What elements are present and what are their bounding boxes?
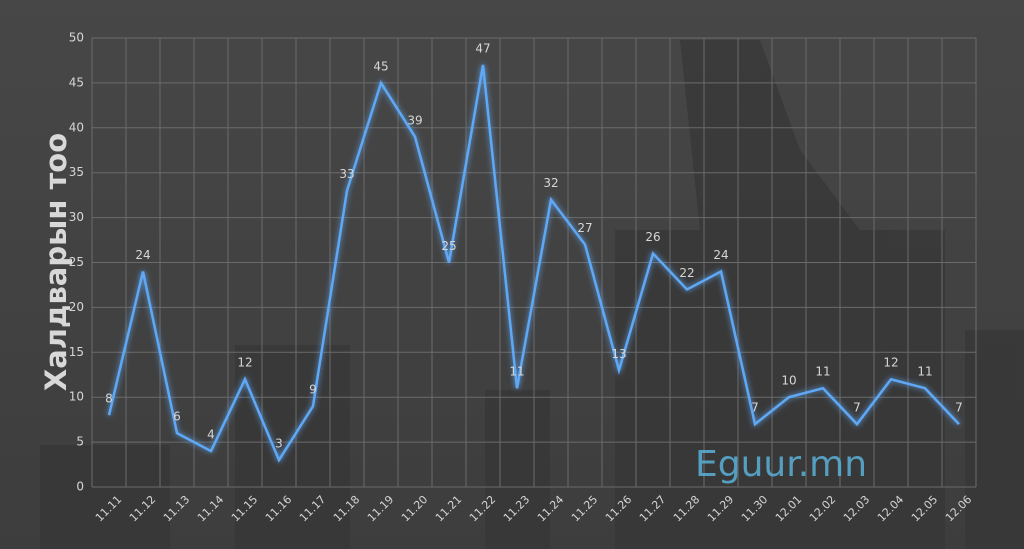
y-tick-label: 40: [69, 120, 84, 134]
data-label: 7: [751, 401, 759, 415]
data-label: 33: [339, 167, 354, 181]
line-series: [107, 64, 960, 463]
y-tick-label: 45: [69, 75, 84, 89]
data-label: 47: [475, 41, 490, 55]
data-label: 39: [407, 113, 422, 127]
watermark: Eguur.mn: [695, 444, 867, 485]
data-label: 13: [611, 347, 626, 361]
data-label: 26: [645, 230, 660, 244]
data-label: 45: [373, 59, 388, 73]
y-tick-label: 50: [69, 31, 84, 45]
y-tick-label: 25: [69, 255, 84, 269]
y-tick-label: 30: [69, 210, 84, 224]
data-label: 32: [543, 176, 558, 190]
y-tick-label: 20: [69, 300, 84, 314]
data-label: 12: [883, 356, 898, 370]
data-label: 12: [237, 356, 252, 370]
data-label: 24: [713, 248, 728, 262]
y-tick-label: 0: [76, 480, 84, 494]
y-tick-label: 10: [69, 390, 84, 404]
y-tick-label: 5: [76, 435, 84, 449]
data-label: 24: [135, 248, 150, 262]
data-label: 9: [309, 383, 317, 397]
y-tick-label: 35: [69, 165, 84, 179]
data-label: 10: [781, 374, 796, 388]
data-label: 22: [679, 266, 694, 280]
y-tick-label: 15: [69, 345, 84, 359]
data-label: 11: [815, 365, 830, 379]
data-label: 6: [173, 410, 181, 424]
data-label: 4: [207, 428, 215, 442]
data-label: 11: [509, 365, 524, 379]
data-label: 7: [955, 401, 963, 415]
data-label: 27: [577, 221, 592, 235]
y-axis-title: Халдварын тоо: [39, 133, 73, 391]
data-label: 7: [853, 401, 861, 415]
data-label: 25: [441, 239, 456, 253]
data-label: 8: [105, 392, 113, 406]
data-label: 3: [275, 437, 283, 451]
data-label: 11: [917, 365, 932, 379]
